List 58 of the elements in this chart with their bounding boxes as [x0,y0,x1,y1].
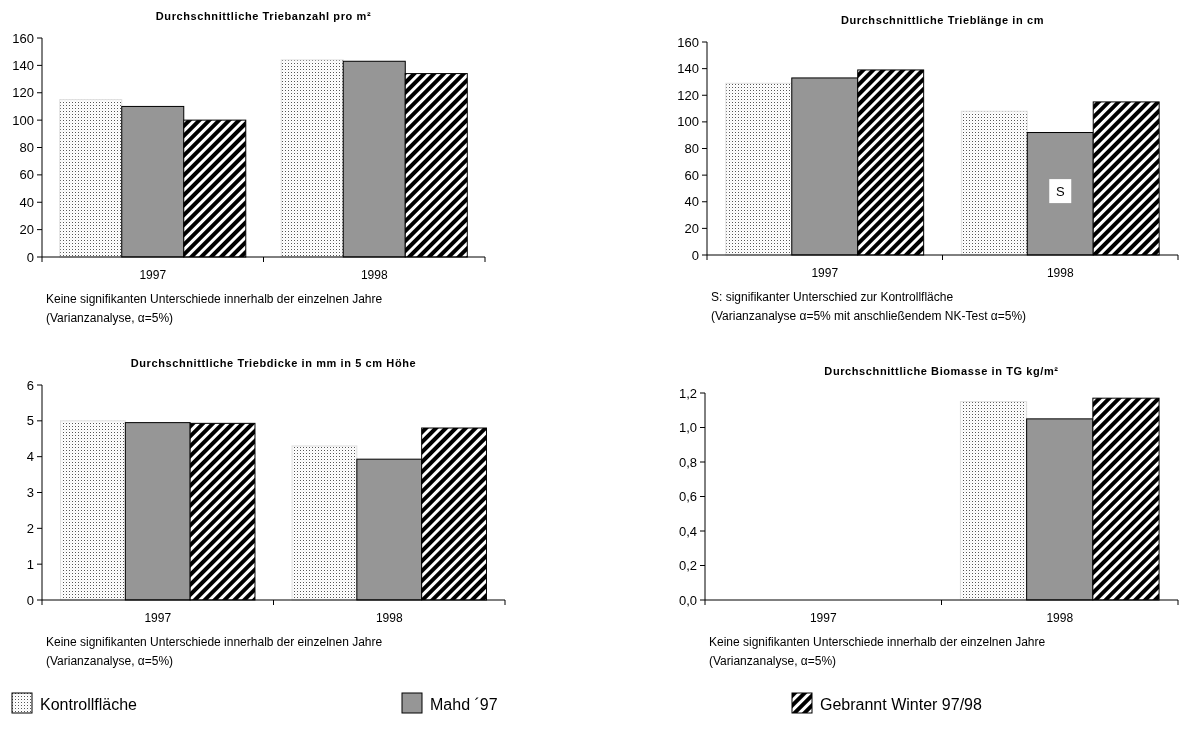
y-tick-label: 0 [26,249,34,265]
bar [59,99,123,258]
y-tick-label: 20 [684,220,699,236]
y-tick-label: 6 [26,377,34,393]
y-tick-label: 60 [19,167,34,183]
y-tick-label: 5 [26,413,34,429]
x-tick-label: 1998 [360,268,388,282]
legend-label: Mahd ´97 [430,696,498,713]
y-tick-label: 0 [26,592,34,608]
y-tick-label: 100 [12,112,34,128]
y-tick-label: 4 [26,449,34,465]
y-tick-label: 1,2 [678,385,697,401]
y-tick-label: 0,2 [678,558,697,574]
x-tick-label: 1998 [1046,266,1074,280]
y-tick-label: 140 [12,57,34,73]
y-tick-label: 0,0 [678,592,697,608]
annotation: S [1055,183,1065,199]
y-tick-label: 2 [26,520,34,536]
y-tick-label: 20 [19,222,34,238]
y-tick-label: 0,6 [678,489,697,505]
chart-title: Durchschnittliche Triebdicke in mm in 5 cm Höhe [130,357,417,369]
legend-label: Kontrollfläche [40,696,138,713]
x-tick-label: 1998 [1046,611,1074,625]
y-tick-label: 1,0 [678,420,697,436]
x-tick-label: 1997 [809,611,837,625]
bar [960,110,1028,256]
y-tick-label: 120 [12,85,34,101]
y-tick-label: 0 [691,247,699,263]
text: S: signifikanter Unterschied zur Kontrollfläche (Varianzanalyse α=5% mit anschließendem NK-Test α=5%) [711,290,1027,323]
y-tick-label: 140 [677,61,699,77]
y-tick-label: 160 [12,30,34,46]
y-tick-label: 80 [19,140,34,156]
bar [725,82,793,256]
y-tick-label: 40 [19,194,34,210]
chart-title: Durchschnittliche Triebanzahl pro m² [155,10,372,22]
x-tick-label: 1997 [144,611,172,625]
y-tick-label: 120 [677,87,699,103]
y-tick-label: 100 [677,114,699,130]
legend-label: Gebrannt Winter 97/98 [820,696,982,713]
x-tick-label: 1997 [811,266,839,280]
bar [280,59,344,258]
bar [291,445,358,601]
text: Keine signifikanten Unterschiede innerhalb der einzelnen Jahre (Varianzanalyse, α=5%) [46,635,383,668]
y-tick-label: 3 [26,485,34,501]
chart-title: Durchschnittliche Trieblänge in cm [840,14,1045,26]
text: Keine signifikanten Unterschiede innerhalb der einzelnen Jahre (Varianzanalyse, α=5%) [709,635,1046,668]
y-tick-label: 60 [684,167,699,183]
y-tick-label: 0,4 [678,523,697,539]
y-tick-label: 80 [684,141,699,157]
x-tick-label: 1997 [139,268,167,282]
chart-title: Durchschnittliche Biomasse in TG kg/m² [824,365,1059,377]
x-tick-label: 1998 [375,611,403,625]
y-tick-label: 160 [677,34,699,50]
text: Keine signifikanten Unterschiede innerhalb der einzelnen Jahre (Varianzanalyse, α=5%) [46,292,383,325]
y-tick-label: 40 [684,194,699,210]
bar [60,420,126,601]
y-tick-label: 0,8 [678,454,697,470]
y-tick-label: 1 [26,556,34,572]
